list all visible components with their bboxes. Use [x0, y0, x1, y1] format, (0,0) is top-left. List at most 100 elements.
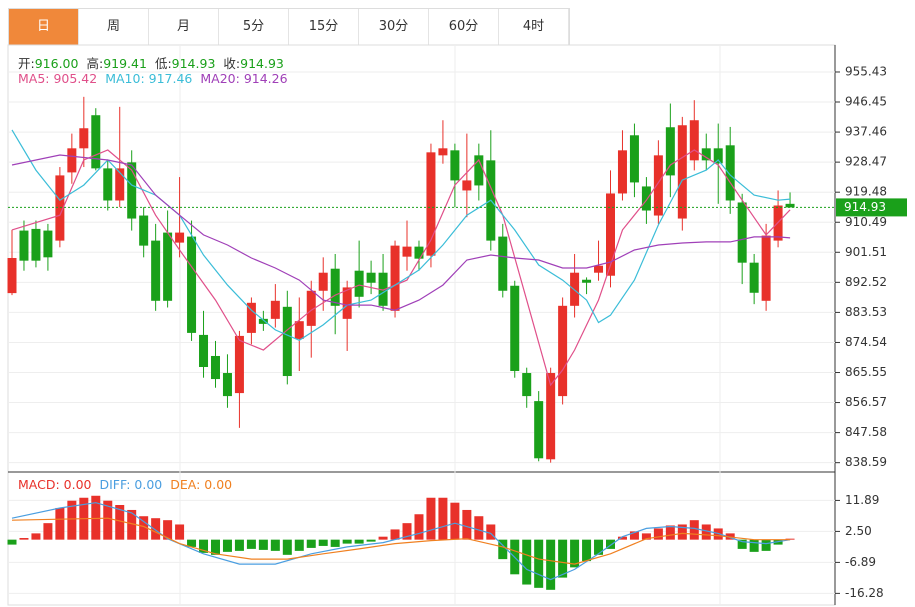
- candle-body: [701, 148, 711, 161]
- macd-bar: [629, 531, 639, 540]
- candle-body: [342, 287, 352, 319]
- candle-body: [641, 186, 651, 211]
- macd-bar: [653, 528, 663, 540]
- macd-bar: [426, 497, 436, 540]
- candle-body: [462, 180, 472, 191]
- candle-body: [426, 152, 436, 256]
- candle-body: [390, 245, 400, 311]
- candle-body: [79, 128, 89, 149]
- y-tick-label: 874.54: [845, 335, 887, 349]
- candle-body: [67, 148, 77, 173]
- period-tabs: 日周月 5分 15分 30分 60分 4时: [8, 8, 570, 45]
- candle-body: [749, 262, 759, 293]
- indicator-line: [11, 154, 791, 311]
- candle-body: [7, 257, 17, 294]
- macd-bar: [582, 539, 592, 562]
- macd-bar: [558, 539, 568, 578]
- period-tab[interactable]: 60分: [429, 9, 499, 45]
- candle-body: [139, 215, 149, 246]
- macd-bar: [761, 539, 771, 551]
- y-tick-label: -16.28: [845, 586, 884, 600]
- macd-bar: [103, 500, 113, 540]
- ohlc-info: 开:916.00 高:919.41 低:914.93 收:914.93: [18, 53, 292, 72]
- candle-body: [534, 401, 544, 459]
- legend-entry[interactable]: MA20: 914.26: [200, 71, 288, 86]
- y-tick-label: 865.55: [845, 365, 887, 379]
- y-tick-label: 928.47: [845, 155, 887, 169]
- macd-bar: [462, 509, 472, 540]
- macd-bar: [366, 539, 376, 542]
- candle-body: [558, 305, 568, 397]
- macd-bar: [438, 497, 448, 540]
- candle-body: [570, 272, 580, 306]
- macd-bar: [163, 520, 173, 540]
- candle-body: [737, 202, 747, 263]
- indicator-line: [11, 129, 791, 341]
- period-tab[interactable]: 4时: [499, 9, 569, 45]
- candle-body: [234, 335, 244, 394]
- macd-bar: [713, 528, 723, 540]
- y-tick-label: 2.50: [845, 524, 872, 538]
- candle-body: [522, 373, 532, 397]
- y-tick-label: 937.46: [845, 125, 887, 139]
- macd-bar: [210, 539, 220, 555]
- candle-body: [115, 168, 125, 201]
- legend-entry[interactable]: DIFF: 0.00: [99, 477, 163, 492]
- candle-body: [127, 162, 137, 219]
- macd-bar: [270, 539, 280, 551]
- y-tick-label: 11.89: [845, 493, 879, 507]
- candle-body: [498, 236, 508, 291]
- candle-body: [510, 285, 520, 372]
- macd-bar: [199, 539, 209, 553]
- macd-bar: [115, 505, 125, 540]
- macd-bar: [175, 524, 185, 540]
- candle-body: [677, 125, 687, 219]
- macd-bar: [55, 507, 65, 540]
- macd-bar: [677, 524, 687, 540]
- candle-body: [785, 203, 795, 208]
- period-tab[interactable]: 周: [79, 9, 149, 45]
- candle-body: [725, 145, 735, 201]
- legend-entry[interactable]: MA5: 905.42: [18, 71, 98, 86]
- candle-body: [450, 150, 460, 181]
- macd-bar: [318, 539, 328, 546]
- macd-bar: [641, 533, 651, 540]
- candle-body: [210, 355, 220, 380]
- period-tab[interactable]: 15分: [289, 9, 359, 45]
- period-tab[interactable]: 30分: [359, 9, 429, 45]
- macd-bar: [474, 516, 484, 540]
- info-label: 高:: [86, 56, 104, 71]
- candle-body: [546, 373, 556, 460]
- macd-bar: [222, 539, 232, 552]
- macd-bar: [354, 539, 364, 544]
- legend-entry[interactable]: MA10: 917.46: [105, 71, 193, 86]
- legend-entry[interactable]: MACD: 0.00: [18, 477, 92, 492]
- info-label: 开:: [18, 56, 35, 71]
- macd-bar: [234, 539, 244, 551]
- candle-body: [474, 155, 484, 186]
- macd-bar: [342, 539, 352, 544]
- candle-body: [103, 168, 113, 201]
- macd-bar: [139, 516, 149, 540]
- macd-bar: [402, 523, 412, 540]
- candle-body: [19, 230, 29, 261]
- y-tick-label: 955.43: [845, 64, 887, 78]
- candle-body: [175, 232, 185, 243]
- period-tab[interactable]: 月: [149, 9, 219, 45]
- macd-bar: [594, 539, 604, 555]
- candle-body: [606, 193, 615, 276]
- macd-bar: [330, 539, 340, 547]
- y-tick-label: 901.51: [845, 245, 887, 259]
- period-tab[interactable]: 日: [9, 9, 79, 45]
- info-value: 914.93: [240, 56, 284, 71]
- info-label: 收:: [223, 56, 241, 71]
- legend-entry[interactable]: DEA: 0.00: [170, 477, 233, 492]
- macd-bar: [19, 538, 29, 540]
- candle-body: [330, 268, 340, 306]
- macd-bar: [689, 520, 699, 540]
- candle-body: [163, 232, 173, 301]
- period-tab[interactable]: 5分: [219, 9, 289, 45]
- candle-body: [354, 270, 364, 297]
- candle-body: [378, 272, 388, 306]
